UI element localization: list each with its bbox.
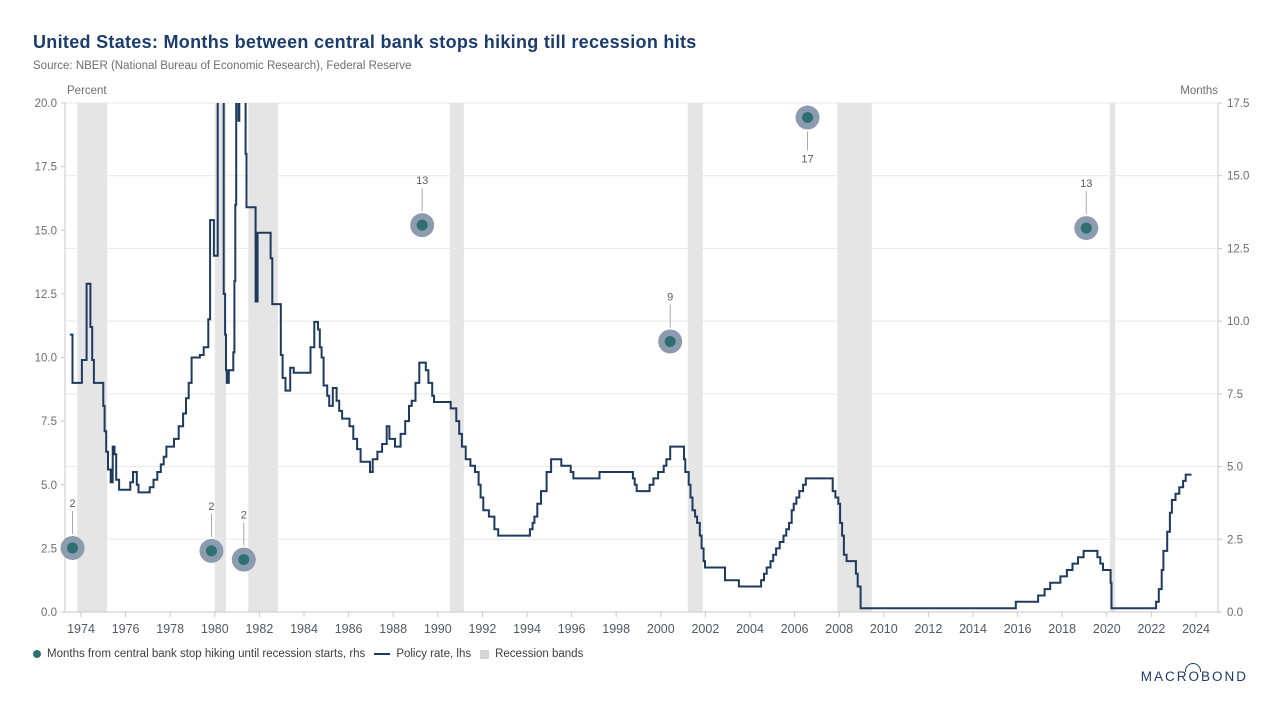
recession-band (248, 103, 278, 612)
months-dot-inner (238, 554, 250, 566)
dot-value-label: 13 (416, 175, 428, 187)
x-axis-tick-label: 1996 (558, 622, 586, 636)
left-axis-tick-label: 0.0 (41, 607, 57, 619)
months-dot-inner (67, 542, 79, 554)
legend-label-policy-rate: Policy rate, lhs (396, 648, 472, 660)
x-axis-tick-label: 1988 (379, 622, 407, 636)
x-axis-tick-label: 1992 (468, 622, 496, 636)
policy-rate-line (69, 103, 1192, 610)
x-axis-tick-label: 1984 (290, 622, 318, 636)
x-axis-tick-label: 2018 (1048, 622, 1076, 636)
x-axis-tick-label: 2008 (825, 622, 853, 636)
right-axis-tick-label: 7.5 (1227, 389, 1243, 401)
x-axis-tick-label: 2002 (691, 622, 719, 636)
x-axis-tick-label: 2022 (1137, 622, 1165, 636)
left-axis-tick-label: 5.0 (41, 480, 57, 492)
x-axis-tick-label: 2024 (1182, 622, 1210, 636)
legend-item-policy-rate: Policy rate, lhs (374, 648, 471, 660)
months-dot-inner (205, 545, 217, 557)
recession-band (1109, 103, 1116, 612)
x-axis-tick-label: 2000 (647, 622, 675, 636)
right-axis-caption: Months (1180, 85, 1218, 97)
legend-label-recession-bands: Recession bands (495, 648, 584, 660)
months-dot-swatch-icon (33, 650, 41, 658)
right-axis-tick-label: 10.0 (1227, 316, 1249, 328)
months-dot-inner (802, 112, 814, 124)
dot-value-label: 2 (241, 510, 247, 522)
left-axis-tick-label: 17.5 (35, 162, 57, 174)
left-axis-tick-label: 15.0 (35, 225, 57, 237)
x-axis-tick-label: 2004 (736, 622, 764, 636)
x-axis-tick-label: 1990 (424, 622, 452, 636)
legend-label-months: Months from central bank stop hiking unt… (47, 648, 366, 660)
x-axis-tick-label: 1982 (245, 622, 273, 636)
left-axis-tick-label: 2.5 (41, 543, 57, 555)
right-axis-tick-label: 12.5 (1227, 243, 1249, 255)
legend: Months from central bank stop hiking unt… (33, 648, 583, 660)
macrobond-logo: MACR O BOND (1140, 663, 1248, 684)
right-axis-tick-label: 5.0 (1227, 462, 1243, 474)
x-axis-tick-label: 1980 (201, 622, 229, 636)
x-axis-tick-label: 1974 (67, 622, 95, 636)
right-axis-tick-label: 15.0 (1227, 171, 1249, 183)
right-axis-tick-label: 17.5 (1227, 98, 1249, 110)
x-axis-tick-label: 2006 (781, 622, 809, 636)
left-axis-tick-label: 10.0 (35, 353, 57, 365)
page-title: United States: Months between central ba… (33, 32, 697, 52)
x-axis-tick-label: 1986 (335, 622, 363, 636)
x-axis-tick-label: 1976 (112, 622, 140, 636)
dot-value-label: 2 (69, 498, 75, 510)
months-dot-inner (664, 336, 676, 348)
dot-value-label: 2 (208, 501, 214, 513)
left-axis-tick-label: 12.5 (35, 289, 57, 301)
legend-item-recession-bands: Recession bands (480, 648, 583, 660)
months-dot-inner (1080, 222, 1092, 234)
x-axis-tick-label: 2020 (1093, 622, 1121, 636)
recession-band (449, 103, 464, 612)
left-axis-tick-label: 7.5 (41, 416, 57, 428)
x-axis-tick-label: 1998 (602, 622, 630, 636)
left-axis-caption: Percent (67, 85, 107, 97)
logo-text-pre: MACR (1140, 669, 1189, 684)
x-axis-tick-label: 1994 (513, 622, 541, 636)
x-axis-tick-label: 2014 (959, 622, 987, 636)
left-axis-tick-label: 20.0 (35, 98, 57, 110)
policy-line-swatch-icon (374, 653, 391, 655)
x-axis-tick-label: 2012 (914, 622, 942, 636)
legend-item-months: Months from central bank stop hiking unt… (33, 648, 365, 660)
recession-band (687, 103, 703, 612)
logo-text-post: BOND (1200, 669, 1248, 684)
recession-band (214, 103, 226, 612)
source-caption: Source: NBER (National Bureau of Economi… (33, 60, 412, 72)
recession-band (837, 103, 872, 612)
x-axis-tick-label: 2010 (870, 622, 898, 636)
dot-value-label: 9 (667, 292, 673, 304)
logo-o: O (1185, 663, 1202, 684)
x-axis-tick-label: 2016 (1004, 622, 1032, 636)
months-dot-inner (416, 219, 428, 231)
right-axis-tick-label: 0.0 (1227, 607, 1243, 619)
recession-band-swatch-icon (480, 649, 490, 659)
dot-value-label: 13 (1080, 178, 1092, 190)
right-axis-tick-label: 2.5 (1227, 534, 1243, 546)
x-axis-tick-label: 1978 (156, 622, 184, 636)
dot-value-label: 17 (801, 154, 813, 166)
